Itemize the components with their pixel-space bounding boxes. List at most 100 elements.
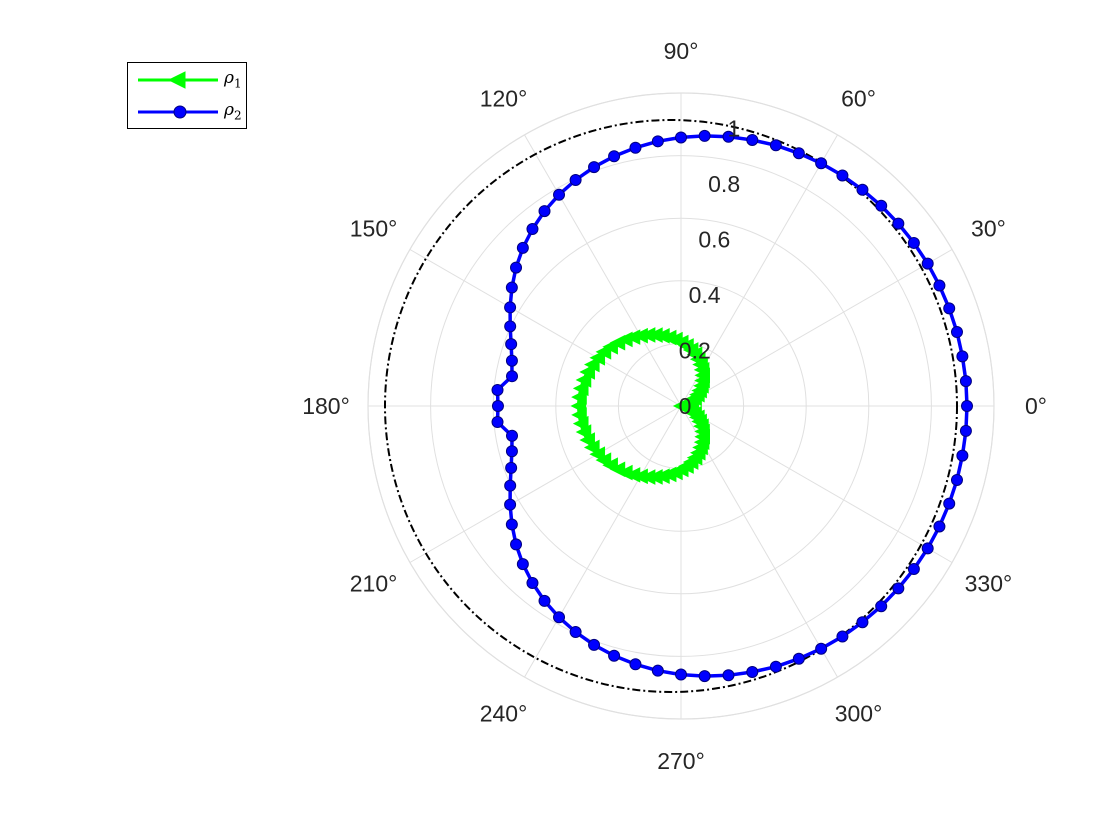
data-point-series2 [836,169,849,182]
data-point-series1 [632,327,648,344]
data-point-series2 [504,320,517,333]
data-point-series2 [504,498,517,511]
theta-tick-label: 210° [350,571,398,597]
data-point-series1 [624,329,641,345]
data-point-series2 [569,626,582,639]
data-point-series2 [933,520,946,533]
legend-entry-rho2: ρ2 [128,96,248,126]
series-layer [491,129,973,683]
data-point-series2 [629,658,642,671]
data-point-series2 [856,183,869,196]
data-point-series2 [950,473,963,486]
data-point-series2 [505,338,518,351]
data-point-series2 [588,161,601,174]
data-point-series2 [959,424,972,437]
data-point-series2 [505,461,518,474]
data-point-series2 [943,302,956,315]
data-point-series2 [651,664,664,677]
data-point-series2 [933,279,946,292]
data-point-series2 [505,281,518,294]
data-point-series2 [836,630,849,643]
data-point-series2 [506,370,519,383]
theta-tick-label: 120° [480,86,528,112]
theta-tick-label: 150° [350,216,398,242]
legend-label-rho2: ρ2 [224,100,242,123]
theta-tick-label: 90° [664,38,699,64]
data-point-series2 [505,445,518,458]
theta-tick-label: 330° [965,571,1013,597]
data-point-series2 [792,652,805,665]
theta-tick-label: 270° [657,748,705,774]
data-point-series2 [516,558,529,571]
data-point-series1 [579,432,595,448]
r-tick-label: 0.2 [679,338,711,364]
data-point-series2 [538,205,551,218]
data-point-series2 [943,497,956,510]
data-point-series2 [698,129,711,142]
data-point-series1 [575,424,592,440]
data-point-series2 [506,429,519,442]
data-point-series1 [674,398,690,414]
data-point-series2 [746,133,759,146]
r-tick-label: 0.4 [689,282,721,308]
theta-tick-label: 240° [480,700,528,726]
data-point-series2 [921,542,934,555]
data-point-series2 [491,416,504,429]
data-point-series2 [608,150,621,163]
r-tick-label: 0.6 [698,227,730,253]
data-point-series2 [491,383,504,396]
reference-circle [384,119,958,693]
theta-grid-spoke [409,249,682,407]
data-point-series2 [491,400,504,412]
data-point-series2 [815,642,828,655]
data-point-series2 [505,354,518,367]
data-point-series2 [892,217,905,230]
theta-tick-label: 60° [841,86,876,112]
data-point-series2 [516,241,529,254]
data-point-series2 [698,670,711,683]
theta-tick-label: 30° [971,216,1006,242]
data-point-series2 [510,261,523,274]
data-point-series2 [505,518,518,531]
theta-grid-spoke [524,405,682,678]
data-point-series2 [675,131,687,144]
data-point-series2 [769,139,782,152]
r-tick-label: 1 [728,116,741,142]
theta-grid-spoke [680,249,953,407]
data-point-series2 [907,236,920,249]
legend: ρ1 ρ2 [127,62,247,129]
data-point-series2 [722,130,735,143]
tick-label-layer: 0° 30° 60° 90° 120° 150° 180° 210° 240° 270° 300° 3… [302,38,1047,774]
data-point-series2 [792,147,805,160]
data-point-series2 [675,668,687,681]
triangle-left-marker-icon [167,71,186,89]
data-point-series2 [959,375,972,388]
data-point-series2 [651,135,664,148]
data-point-series2 [553,188,566,201]
data-point-series2 [815,157,828,170]
legend-swatch-rho1 [138,71,218,89]
data-point-series2 [588,638,601,651]
theta-grid-spoke [409,405,682,563]
data-point-series1 [583,439,600,456]
data-point-series2 [569,173,582,186]
legend-entry-rho1: ρ1 [128,64,248,94]
data-point-series2 [921,257,934,270]
data-point-series2 [504,479,517,492]
theta-tick-label: 180° [302,393,350,419]
data-point-series2 [746,666,759,679]
data-point-series2 [504,301,517,314]
theta-grid-spoke [680,405,953,563]
data-point-series2 [553,611,566,624]
data-point-series2 [956,350,969,363]
circle-marker-icon [173,105,187,119]
data-point-series2 [892,582,905,595]
data-point-series2 [875,199,888,212]
data-point-series1 [572,415,589,432]
data-point-series2 [961,400,973,412]
data-point-series2 [950,326,963,339]
data-point-series2 [526,577,539,590]
data-point-series2 [629,141,642,154]
r-tick-label: 0.8 [708,171,740,197]
